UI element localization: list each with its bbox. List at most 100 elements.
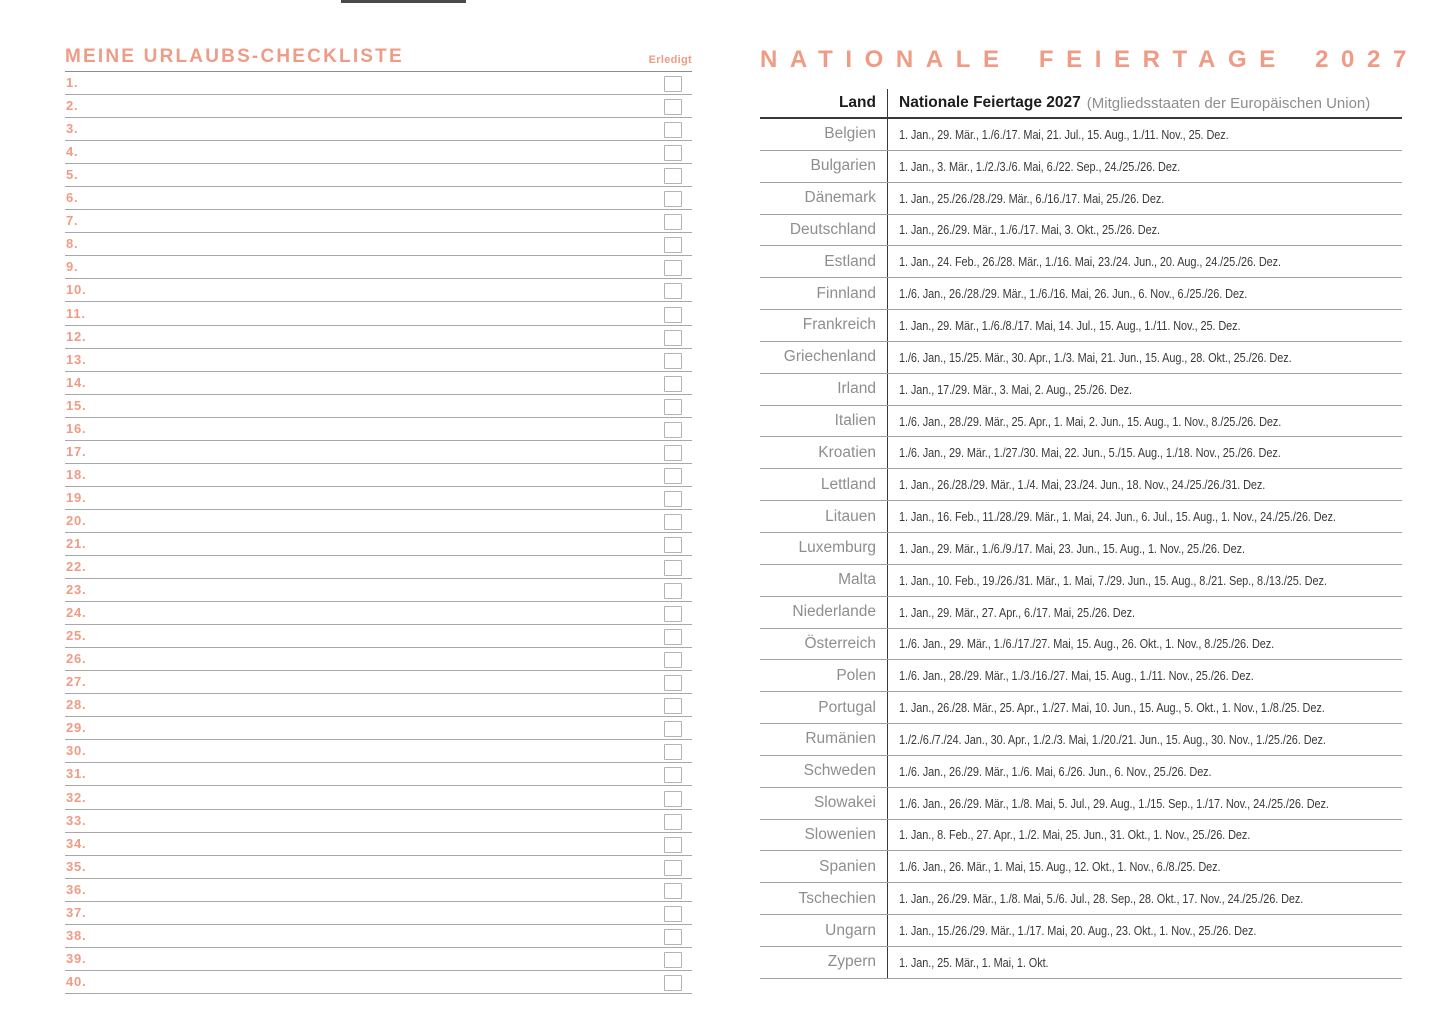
done-checkbox[interactable]: [664, 168, 682, 185]
holiday-dates: 1. Jan., 3. Mär., 1./2./3./6. Mai, 6./22…: [888, 151, 1402, 182]
checklist-row: 2.: [65, 95, 692, 119]
checklist-item-number: 29.: [66, 720, 87, 736]
done-checkbox[interactable]: [664, 329, 682, 346]
holiday-dates-text: 1./6. Jan., 29. Mär., 1./27./30. Mai, 22…: [899, 445, 1281, 461]
done-checkbox[interactable]: [664, 905, 682, 922]
done-checkbox[interactable]: [664, 490, 682, 507]
holiday-row: Kroatien 1./6. Jan., 29. Mär., 1./27./30…: [760, 437, 1402, 470]
holiday-dates: 1. Jan., 29. Mär., 1./6./17. Mai, 21. Ju…: [888, 119, 1402, 150]
done-checkbox[interactable]: [664, 882, 682, 899]
checklist-item-number: 19.: [66, 489, 87, 505]
done-checkbox[interactable]: [664, 306, 682, 323]
done-checkbox[interactable]: [664, 583, 682, 600]
checklist-row: 7.: [65, 210, 692, 234]
checklist-row: 15.: [65, 395, 692, 418]
holiday-dates-text: 1. Jan., 26./28. Mär., 25. Apr., 1./27. …: [899, 700, 1325, 716]
holiday-row: Irland 1. Jan., 17./29. Mär., 3. Mai, 2.…: [760, 373, 1402, 406]
checklist-row: 13.: [65, 349, 692, 372]
done-checkbox[interactable]: [664, 813, 682, 830]
done-checkbox[interactable]: [664, 951, 682, 968]
done-checkbox[interactable]: [664, 859, 682, 876]
done-checkbox[interactable]: [664, 652, 682, 669]
country-name: Irland: [760, 373, 888, 405]
checklist-row: 40.: [65, 971, 692, 994]
done-checkbox[interactable]: [664, 444, 682, 461]
holiday-row: Malta 1. Jan., 10. Feb., 19./26./31. Mär…: [760, 564, 1402, 597]
done-checkbox[interactable]: [664, 260, 682, 277]
country-name: Lettland: [760, 469, 888, 501]
holiday-row: Schweden 1./6. Jan., 26./29. Mär., 1./6.…: [760, 755, 1402, 788]
holiday-dates-text: 1. Jan., 29. Mär., 27. Apr., 6./17. Mai,…: [899, 604, 1135, 620]
holiday-row: Zypern 1. Jan., 25. Mär., 1. Mai, 1. Okt…: [760, 946, 1402, 979]
done-checkbox[interactable]: [664, 421, 682, 438]
country-name: Kroatien: [760, 437, 888, 469]
done-checkbox[interactable]: [664, 629, 682, 646]
done-checkbox[interactable]: [664, 928, 682, 945]
country-name: Litauen: [760, 501, 888, 532]
done-checkbox[interactable]: [664, 191, 682, 208]
done-column-label: Erledigt: [648, 54, 692, 66]
checklist-item-number: 20.: [66, 512, 87, 528]
checklist-row: 5.: [65, 164, 692, 188]
done-checkbox[interactable]: [664, 536, 682, 553]
checklist-row: 24.: [65, 602, 692, 626]
country-name: Tschechien: [760, 883, 888, 915]
done-checkbox[interactable]: [664, 214, 682, 231]
checklist-item-number: 23.: [66, 582, 87, 598]
checklist-row: 1.: [65, 72, 692, 96]
checklist-item-number: 37.: [66, 904, 87, 920]
checklist-row: 34.: [65, 833, 692, 856]
done-checkbox[interactable]: [664, 283, 682, 300]
checklist-item-number: 25.: [66, 628, 87, 644]
holiday-row: Deutschland 1. Jan., 26./29. Mär., 1./6.…: [760, 214, 1402, 247]
holiday-dates: 1./6. Jan., 29. Mär., 1./6./17./27. Mai,…: [888, 629, 1402, 660]
checklist-row: 4.: [65, 141, 692, 165]
country-name: Belgien: [760, 119, 888, 150]
holiday-row: Lettland 1. Jan., 26./28./29. Mär., 1./4…: [760, 469, 1402, 502]
checklist-item-number: 6.: [66, 190, 79, 206]
done-checkbox[interactable]: [664, 398, 682, 415]
done-checkbox[interactable]: [664, 790, 682, 807]
done-checkbox[interactable]: [664, 352, 682, 369]
holiday-dates: 1./6. Jan., 28./29. Mär., 1./3./16./27. …: [888, 660, 1402, 691]
checklist-item-number: 17.: [66, 443, 87, 459]
checklist-row: 38.: [65, 925, 692, 948]
checklist-row: 11.: [65, 302, 692, 326]
done-checkbox[interactable]: [664, 560, 682, 577]
checklist-item-number: 31.: [66, 766, 87, 782]
checklist-row: 9.: [65, 256, 692, 280]
done-checkbox[interactable]: [664, 99, 682, 116]
holiday-dates-text: 1. Jan., 26./29. Mär., 1./6./17. Mai, 3.…: [899, 222, 1160, 238]
done-checkbox[interactable]: [664, 698, 682, 715]
done-checkbox[interactable]: [664, 974, 682, 991]
checklist-item-number: 40.: [66, 973, 87, 989]
holiday-row: Belgien 1. Jan., 29. Mär., 1./6./17. Mai…: [760, 119, 1402, 151]
done-checkbox[interactable]: [664, 145, 682, 162]
done-checkbox[interactable]: [664, 606, 682, 623]
checklist-row: 19.: [65, 487, 692, 510]
scan-artifact: [341, 0, 466, 3]
checklist-row: 16.: [65, 418, 692, 441]
done-checkbox[interactable]: [664, 767, 682, 784]
checklist-row: 20.: [65, 510, 692, 533]
checklist-item-number: 38.: [66, 927, 87, 943]
done-checkbox[interactable]: [664, 744, 682, 761]
done-checkbox[interactable]: [664, 836, 682, 853]
done-checkbox[interactable]: [664, 122, 682, 139]
checklist-row: 3.: [65, 118, 692, 142]
done-checkbox[interactable]: [664, 467, 682, 484]
done-checkbox[interactable]: [664, 76, 682, 93]
checklist-item-number: 30.: [66, 743, 87, 759]
holiday-dates-text: 1. Jan., 3. Mär., 1./2./3./6. Mai, 6./22…: [899, 158, 1181, 174]
holiday-dates: 1./6. Jan., 26. Mär., 1. Mai, 15. Aug., …: [888, 851, 1402, 882]
done-checkbox[interactable]: [664, 375, 682, 392]
holiday-dates-text: 1./6. Jan., 28./29. Mär., 1./3./16./27. …: [899, 668, 1254, 684]
holiday-dates-text: 1. Jan., 10. Feb., 19./26./31. Mär., 1. …: [899, 572, 1327, 588]
done-checkbox[interactable]: [664, 513, 682, 530]
checklist-row: 21.: [65, 533, 692, 556]
done-checkbox[interactable]: [664, 675, 682, 692]
checklist-item-number: 15.: [66, 397, 87, 413]
done-checkbox[interactable]: [664, 721, 682, 738]
checklist-item-number: 14.: [66, 374, 87, 390]
done-checkbox[interactable]: [664, 237, 682, 254]
